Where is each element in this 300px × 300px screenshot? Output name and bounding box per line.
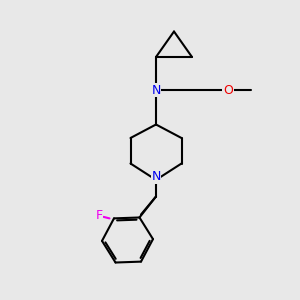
Text: O: O [223,83,233,97]
Text: N: N [151,83,161,97]
Text: N: N [151,170,161,184]
Text: F: F [95,209,103,222]
